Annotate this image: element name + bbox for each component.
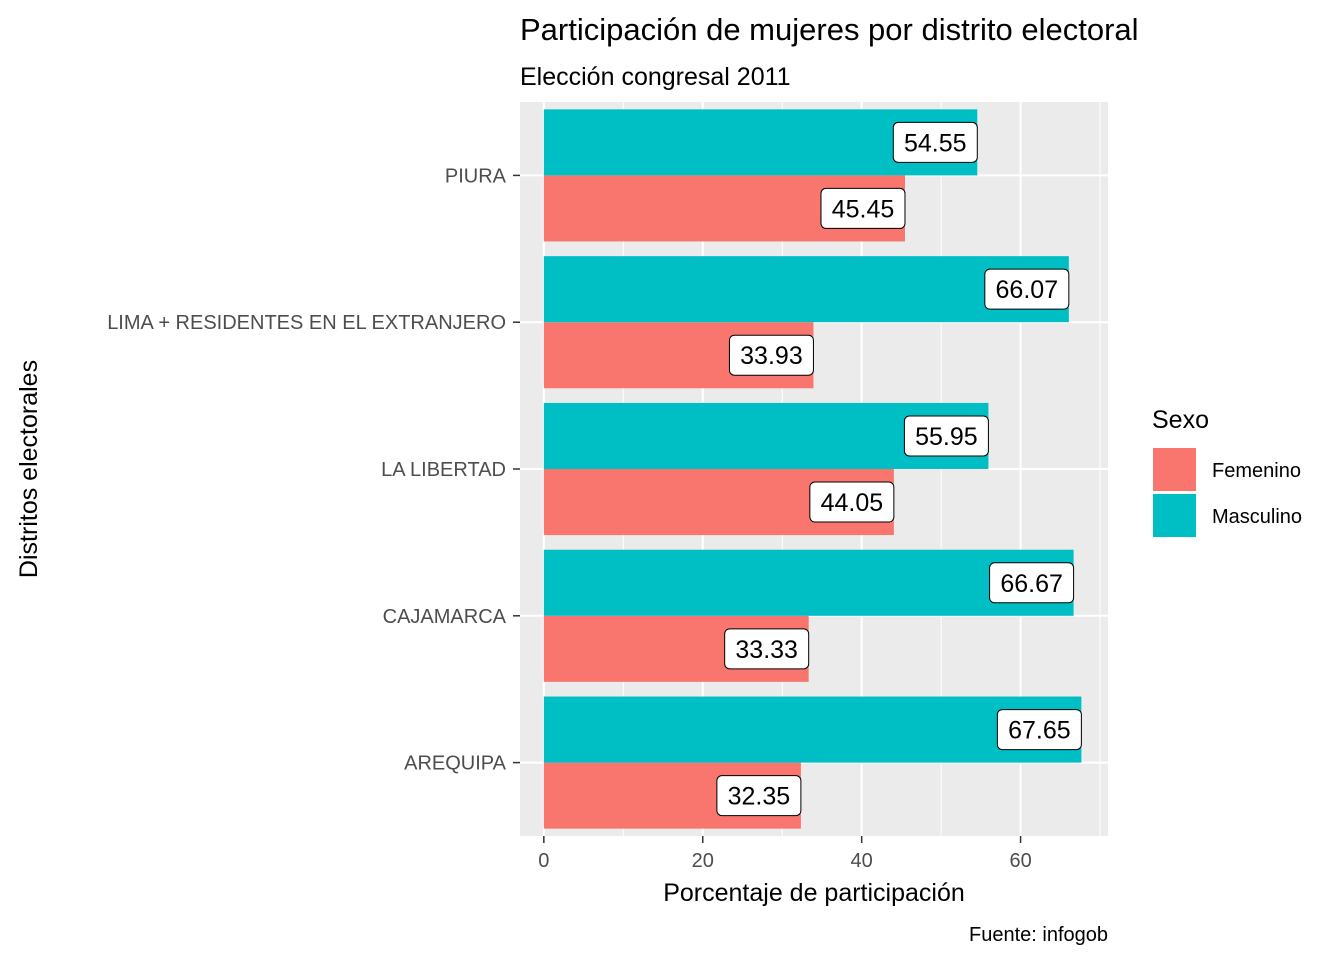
data-label-box: [984, 268, 1070, 310]
x-axis-title: Porcentaje de participación: [663, 879, 965, 907]
bar-masculino: [543, 696, 1082, 763]
data-label-box: [892, 121, 978, 163]
y-tick-label: LA LIBERTAD: [381, 459, 506, 481]
data-label: 33.93: [740, 342, 803, 370]
data-label-box: [820, 187, 906, 229]
data-label-box: [996, 709, 1082, 751]
legend-key-masculino: [1153, 494, 1196, 537]
chart-title: Participación de mujeres por distrito el…: [520, 12, 1139, 47]
bar-masculino: [543, 256, 1069, 323]
chart-subtitle: Elección congresal 2011: [520, 63, 791, 91]
x-tick-label: 0: [538, 850, 549, 872]
y-axis: AREQUIPA CAJAMARCA LA LIBERTAD LIMA + RESID…: [107, 165, 520, 775]
legend: Sexo Femenino Masculino: [1152, 406, 1302, 537]
bar-masculino: [543, 549, 1074, 616]
data-label: 44.05: [821, 489, 884, 517]
legend-key-femenino: [1153, 448, 1196, 491]
data-label: 45.45: [832, 195, 895, 223]
x-tick-label: 60: [1009, 850, 1031, 872]
data-label: 33.33: [735, 636, 798, 664]
chart-caption: Fuente: infogob: [969, 924, 1108, 946]
data-label-box: [716, 775, 802, 817]
x-tick-label: 40: [851, 850, 873, 872]
data-label-box: [903, 415, 989, 457]
data-label: 32.35: [728, 783, 791, 811]
legend-label: Masculino: [1212, 506, 1302, 528]
x-tick-label: 20: [692, 850, 714, 872]
data-label: 67.65: [1008, 717, 1071, 745]
data-label: 54.55: [904, 129, 967, 157]
data-label-box: [989, 562, 1075, 604]
data-label-box: [809, 481, 895, 523]
data-label: 66.07: [996, 276, 1059, 304]
legend-label: Femenino: [1212, 460, 1301, 482]
x-axis: 0 20 40 60: [538, 836, 1032, 872]
y-tick-label: LIMA + RESIDENTES EN EL EXTRANJERO: [107, 312, 506, 334]
data-label-box: [724, 628, 810, 670]
y-tick-label: AREQUIPA: [404, 753, 507, 775]
y-tick-label: CAJAMARCA: [383, 606, 507, 628]
y-axis-title: Distritos electorales: [15, 360, 43, 578]
data-label: 66.67: [1000, 570, 1063, 598]
data-label: 55.95: [915, 423, 978, 451]
data-label-box: [728, 334, 814, 376]
y-tick-label: PIURA: [445, 165, 507, 187]
data-labels: 32.35 67.65 33.33 66.67 44.05 55.95 33.93 66.07…: [716, 121, 1082, 817]
legend-title: Sexo: [1152, 406, 1209, 434]
